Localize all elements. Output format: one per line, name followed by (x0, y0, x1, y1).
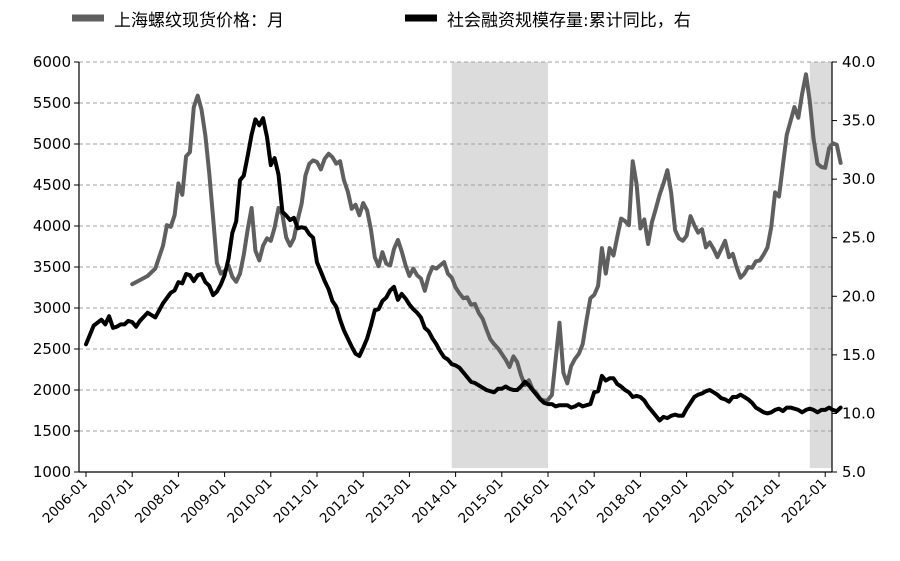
y-left-tick-label: 4500 (33, 176, 71, 194)
series-line-price (130, 72, 843, 403)
y-left-tick-label: 3500 (33, 258, 71, 276)
x-tick-label: 2015-01 (455, 476, 506, 527)
y-left-tick-label: 4000 (33, 217, 71, 235)
legend-label-price: 上海螺纹现货价格：月 (114, 11, 284, 31)
x-tick-label: 2011-01 (271, 476, 322, 527)
y-left-tick-label: 5500 (33, 94, 71, 112)
legend: 上海螺纹现货价格：月 社会融资规模存量:累计同比，右 (72, 11, 691, 31)
x-tick-label: 2018-01 (594, 476, 645, 527)
y-right-tick-label: 10.0 (842, 404, 875, 422)
x-tick-label: 2021-01 (733, 476, 784, 527)
x-tick-label: 2010-01 (224, 476, 275, 527)
y-left-tick-label: 2000 (33, 381, 71, 399)
series-line-tsf (84, 116, 843, 423)
x-tick-label: 2019-01 (640, 476, 691, 527)
shaded-periods (451, 62, 832, 468)
y-left-tick-label: 6000 (33, 53, 71, 71)
x-tick-label: 2016-01 (502, 476, 553, 527)
x-tick-label: 2013-01 (363, 476, 414, 527)
x-tick-label: 2007-01 (86, 476, 137, 527)
shaded-period-1 (451, 62, 548, 468)
legend-label-tsf: 社会融资规模存量:累计同比，右 (447, 11, 691, 31)
x-tick-label: 2009-01 (178, 476, 229, 527)
x-tick-label: 2017-01 (548, 476, 599, 527)
x-tick-label: 2014-01 (409, 476, 460, 527)
y-left-tick-label: 2500 (33, 340, 71, 358)
y-right-tick-label: 40.0 (842, 53, 875, 71)
y-left-tick-label: 3000 (33, 299, 71, 317)
y-right-tick-label: 35.0 (842, 112, 875, 130)
y-right-tick-label: 20.0 (842, 287, 875, 305)
y-right-tick-label: 25.0 (842, 229, 875, 247)
y-right-tick-label: 15.0 (842, 346, 875, 364)
x-tick-label: 2012-01 (317, 476, 368, 527)
x-tick-label: 2020-01 (686, 476, 737, 527)
series-lines (84, 72, 843, 423)
y-right-tick-label: 30.0 (842, 170, 875, 188)
x-tick-label: 2022-01 (779, 476, 830, 527)
x-tick-label: 2008-01 (132, 476, 183, 527)
y-left-tick-label: 5000 (33, 135, 71, 153)
y-left-tick-label: 1500 (33, 422, 71, 440)
x-tick-label: 2006-01 (40, 476, 91, 527)
y-right-tick-label: 5.0 (842, 463, 866, 481)
y-left-tick-label: 1000 (33, 463, 71, 481)
